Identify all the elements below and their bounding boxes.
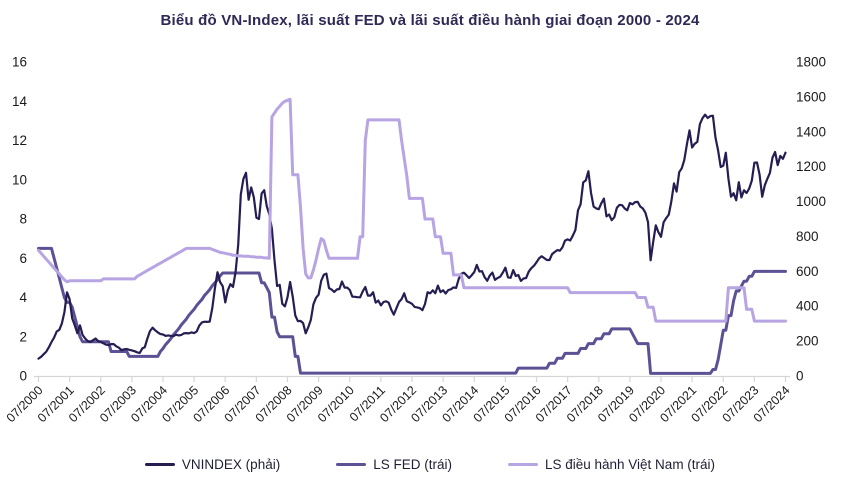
y-axis-tick-label-right: 1200 — [796, 159, 826, 174]
legend-item-fed: LS FED (trái) — [336, 457, 452, 472]
y-axis-tick-label-right: 400 — [796, 299, 819, 314]
y-axis-tick-label-left: 0 — [19, 369, 27, 384]
y-axis-tick-label-left: 14 — [12, 94, 28, 109]
chart-legend: VNINDEX (phải) LS FED (trái) LS điều hàn… — [0, 457, 860, 472]
y-axis-tick-label-right: 800 — [796, 229, 819, 244]
legend-item-vn-policy: LS điều hành Việt Nam (trái) — [507, 457, 716, 472]
y-axis-tick-label-left: 16 — [12, 55, 27, 70]
y-axis-tick-label-left: 12 — [12, 133, 27, 148]
y-axis-tick-label-left: 10 — [12, 172, 27, 187]
y-axis-tick-label-right: 1600 — [796, 89, 826, 104]
legend-label-vnindex: VNINDEX (phải) — [181, 457, 281, 472]
series-line-vn-policy — [37, 97, 787, 323]
legend-swatch-vnindex-line-icon — [144, 462, 175, 467]
legend-item-vnindex: VNINDEX (phải) — [144, 457, 281, 472]
legend-swatch-vn-policy-line-icon — [507, 462, 538, 467]
chart-title: Biểu đồ VN-Index, lãi suất FED và lãi su… — [160, 12, 700, 29]
legend-label-fed: LS FED (trái) — [373, 457, 452, 472]
y-axis-tick-label-right: 1000 — [796, 194, 826, 209]
y-axis-tick-label-right: 200 — [796, 334, 819, 349]
y-axis-tick-label-right: 1800 — [796, 55, 826, 70]
legend-swatch-fed-line-icon — [336, 462, 367, 467]
legend-label-vn-policy: LS điều hành Việt Nam (trái) — [544, 457, 716, 472]
series-line-vnindex — [37, 113, 787, 360]
y-axis-tick-label-right: 0 — [796, 369, 804, 384]
y-axis-tick-label-right: 1400 — [796, 124, 826, 139]
y-axis-tick-label-left: 8 — [19, 212, 27, 227]
y-axis-tick-label-left: 2 — [19, 329, 27, 344]
y-axis-tick-label-left: 4 — [19, 290, 27, 305]
series-line-fed — [37, 246, 787, 375]
y-axis-tick-label-left: 6 — [19, 251, 27, 266]
y-axis-tick-label-right: 600 — [796, 264, 819, 279]
